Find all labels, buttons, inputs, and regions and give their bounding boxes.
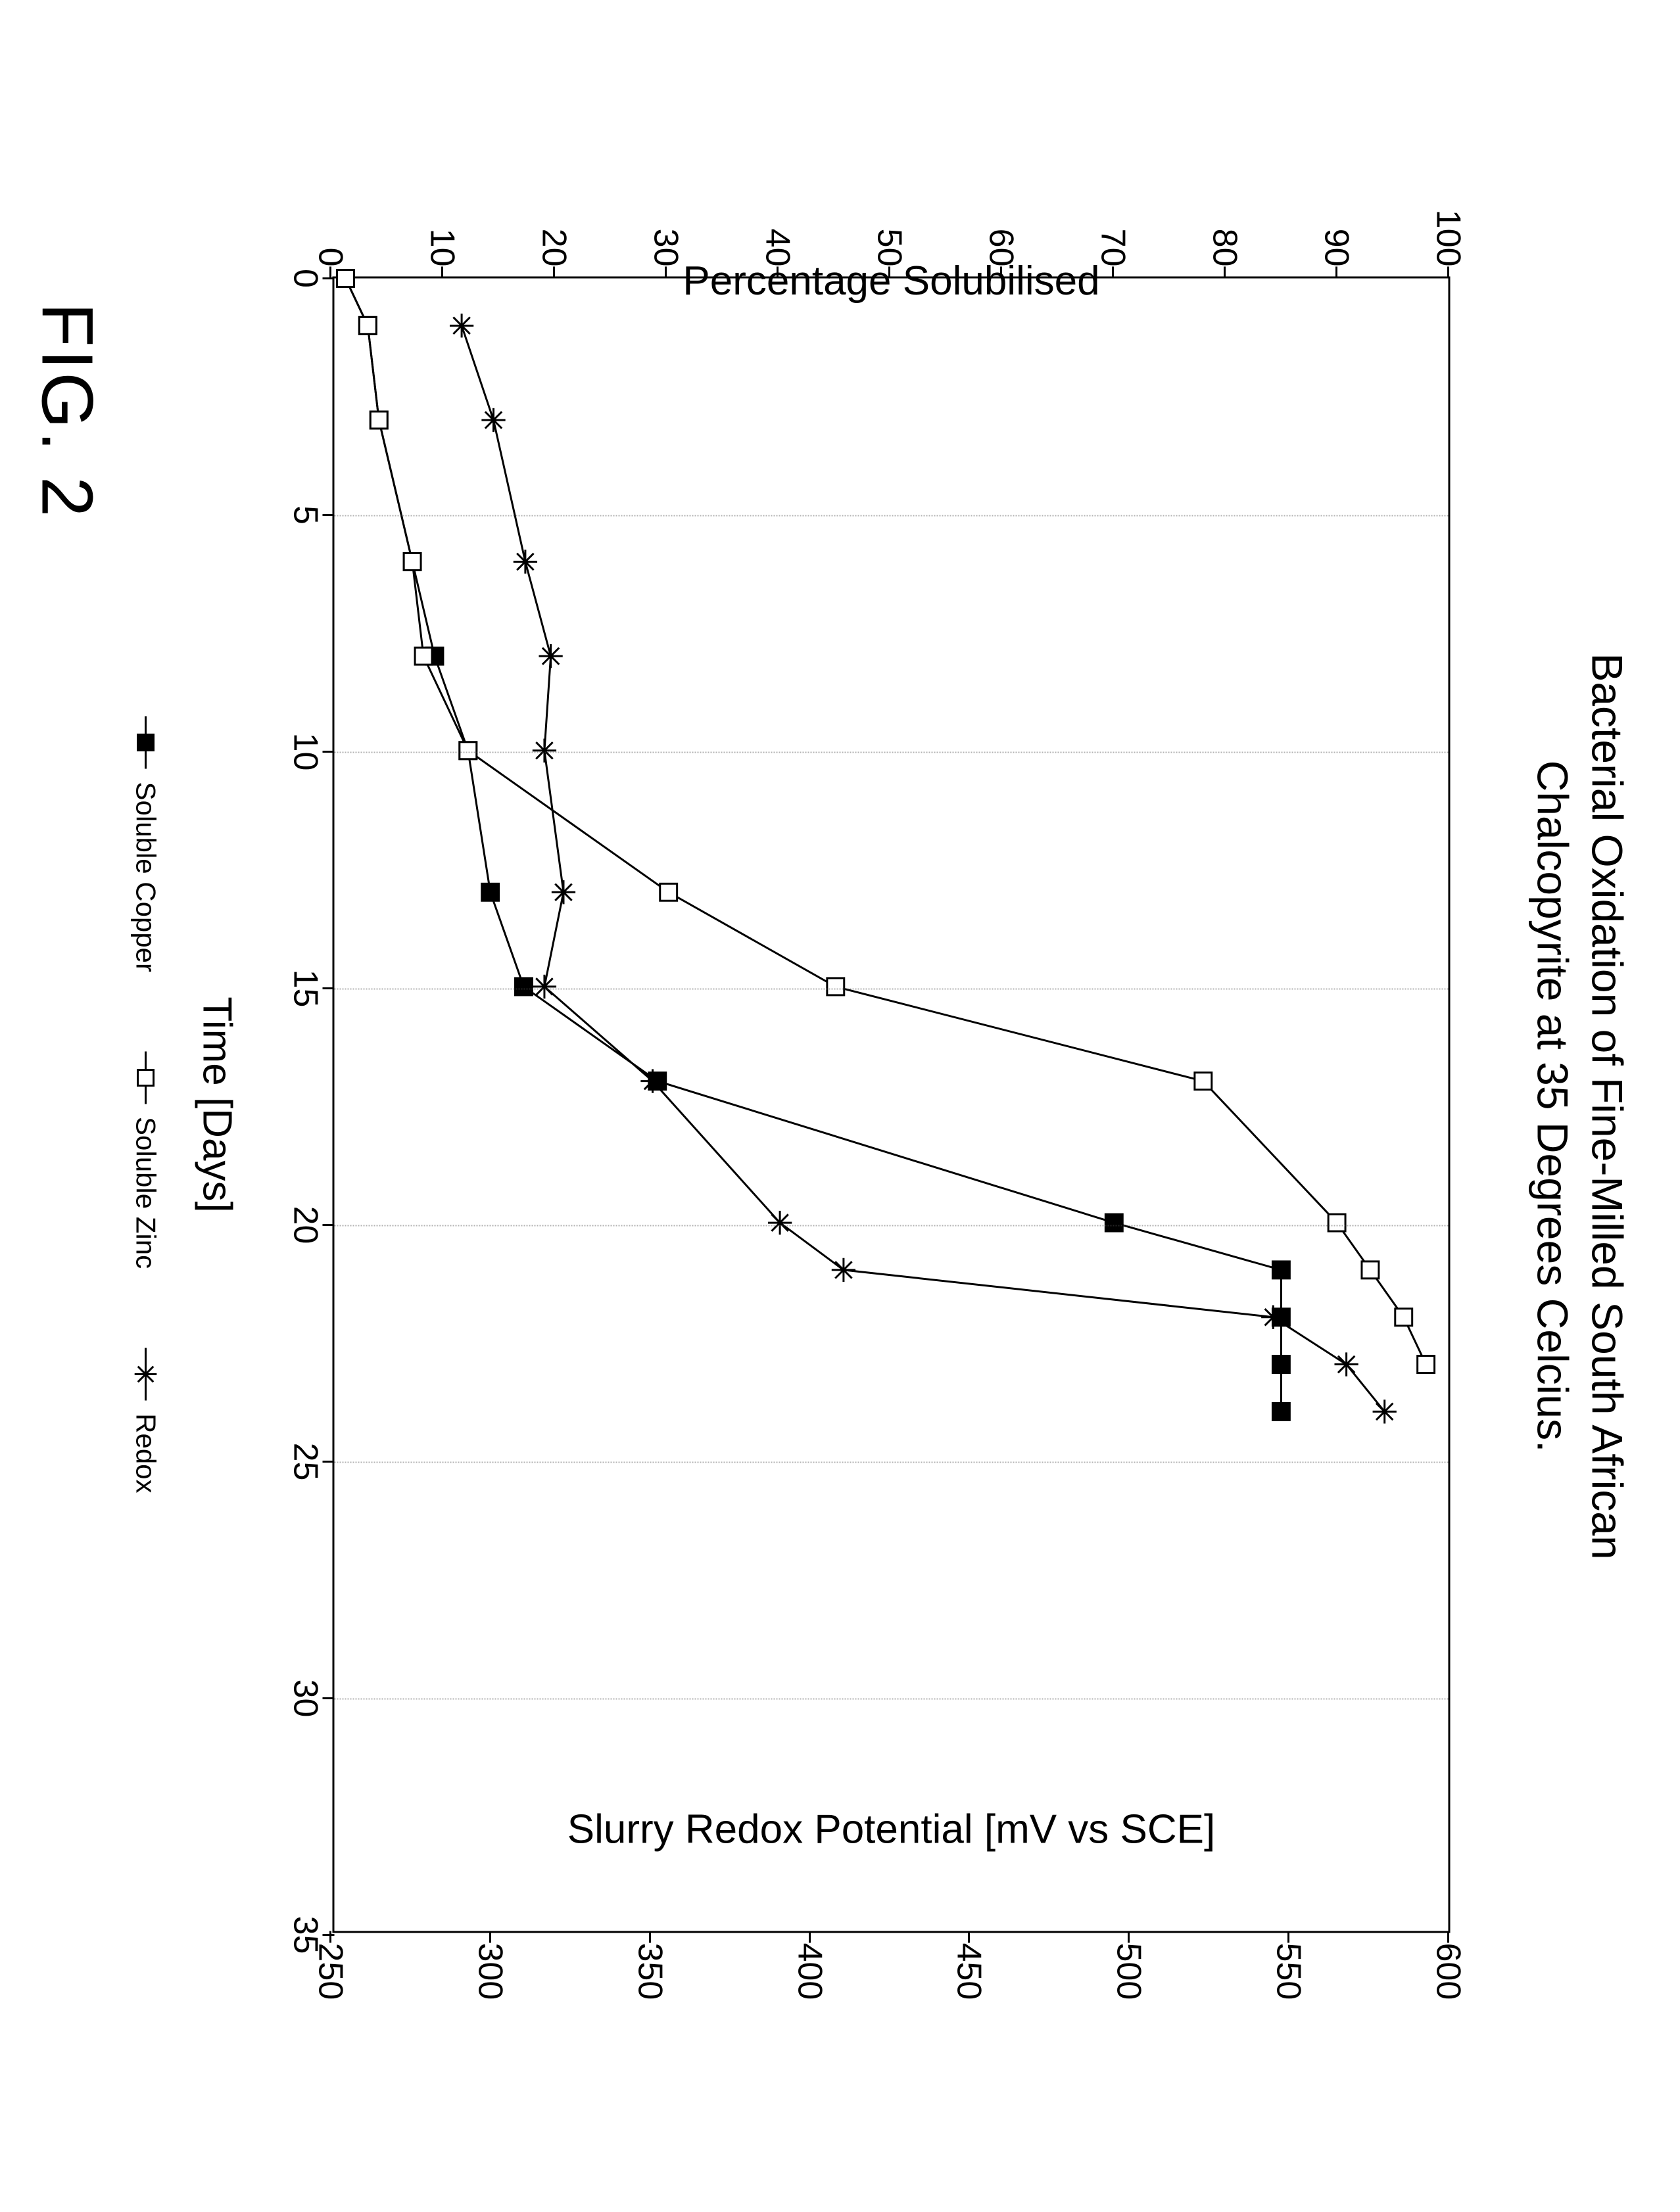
y-right-tick-label: 500	[1109, 1931, 1148, 2000]
y-left-tick-label: 0	[310, 247, 350, 278]
series-marker	[1395, 1308, 1412, 1325]
series-marker	[1194, 1072, 1211, 1089]
y-left-tick-label: 70	[1093, 228, 1132, 278]
series-marker	[1417, 1355, 1434, 1373]
y-right-tick-label: 350	[630, 1931, 669, 2000]
legend-marker-icon	[132, 716, 158, 768]
grid-line	[334, 988, 1448, 989]
chart-title-line2: Chalcopyrite at 35 Degrees Celcius.	[1525, 26, 1580, 2186]
x-tick-label: 5	[285, 506, 334, 525]
series-marker	[1361, 1261, 1378, 1278]
grid-line	[334, 1698, 1448, 1699]
chart-title-line1: Bacterial Oxidation of Fine-Milled South…	[1580, 26, 1635, 2186]
legend-marker-icon	[132, 1348, 158, 1400]
y-left-tick-label: 20	[534, 228, 573, 278]
y-right-tick-label: 600	[1428, 1931, 1468, 2000]
x-tick-label: 15	[285, 969, 334, 1007]
series-marker	[1272, 1355, 1289, 1373]
y-left-tick-label: 50	[869, 228, 909, 278]
series-marker	[449, 314, 473, 337]
series-marker	[404, 553, 421, 570]
legend-item: Soluble Zinc	[130, 1051, 161, 1269]
series-marker	[1272, 1403, 1289, 1420]
series-marker	[1261, 1305, 1285, 1329]
plot-area: 0510152025303501020304050607080901002503…	[332, 276, 1450, 1933]
chart-title: Bacterial Oxidation of Fine-Milled South…	[1525, 26, 1634, 2186]
y-right-tick-label: 250	[310, 1931, 350, 2000]
series-line	[345, 278, 1426, 1364]
series-marker	[359, 317, 376, 334]
series-marker	[1105, 1214, 1122, 1231]
y-right-tick-label: 400	[790, 1931, 829, 2000]
legend-marker-icon	[132, 1051, 158, 1104]
y-left-tick-label: 90	[1316, 228, 1356, 278]
y-right-tick-label: 300	[470, 1931, 510, 2000]
series-marker	[370, 412, 387, 429]
series-marker	[1372, 1400, 1396, 1423]
series-marker	[660, 883, 677, 901]
y-left-tick-label: 80	[1205, 228, 1244, 278]
series-marker	[551, 880, 575, 904]
x-axis-label: Time [Days]	[193, 276, 240, 1933]
legend-item: Soluble Copper	[130, 716, 161, 972]
y-right-tick-label: 450	[949, 1931, 988, 2000]
legend-label: Soluble Copper	[130, 782, 161, 972]
y-left-tick-label: 40	[757, 228, 797, 278]
series-marker	[459, 741, 476, 759]
series-marker	[415, 647, 432, 665]
y-left-tick-label: 100	[1428, 209, 1468, 278]
x-tick-label: 10	[285, 732, 334, 770]
series-svg	[334, 278, 1448, 1931]
legend-label: Redox	[130, 1413, 161, 1493]
rotated-container: Bacterial Oxidation of Fine-Milled South…	[26, 26, 1654, 2186]
legend-label: Soluble Zinc	[130, 1117, 161, 1269]
series-marker	[1328, 1214, 1345, 1231]
grid-line	[334, 751, 1448, 753]
series-marker	[539, 644, 562, 667]
chart-wrap: Bacterial Oxidation of Fine-Milled South…	[7, 26, 1634, 2186]
series-marker	[513, 550, 537, 573]
series-marker	[1334, 1352, 1358, 1376]
series-marker	[827, 977, 844, 995]
legend-item: Redox	[130, 1348, 161, 1493]
y-left-tick-label: 30	[646, 228, 685, 278]
series-marker	[481, 883, 498, 901]
grid-line	[334, 1461, 1448, 1463]
x-tick-label: 20	[285, 1206, 334, 1244]
figure-caption: FIG. 2	[25, 302, 108, 519]
series-marker	[515, 977, 532, 995]
grid-line	[334, 515, 1448, 516]
series-marker	[481, 408, 505, 431]
page: Bacterial Oxidation of Fine-Milled South…	[26, 26, 1654, 2186]
series-line	[345, 278, 1281, 1411]
series-marker	[1272, 1261, 1289, 1278]
series-marker	[831, 1258, 855, 1281]
x-tick-label: 30	[285, 1679, 334, 1717]
grid-line	[334, 1225, 1448, 1226]
legend: Soluble Copper Soluble Zinc Redox	[130, 276, 161, 1933]
series-line	[462, 325, 1385, 1411]
y-right-tick-label: 550	[1268, 1931, 1308, 2000]
series-marker	[532, 738, 556, 762]
y-left-tick-label: 60	[981, 228, 1020, 278]
y-left-tick-label: 10	[422, 228, 462, 278]
x-tick-label: 25	[285, 1442, 334, 1480]
